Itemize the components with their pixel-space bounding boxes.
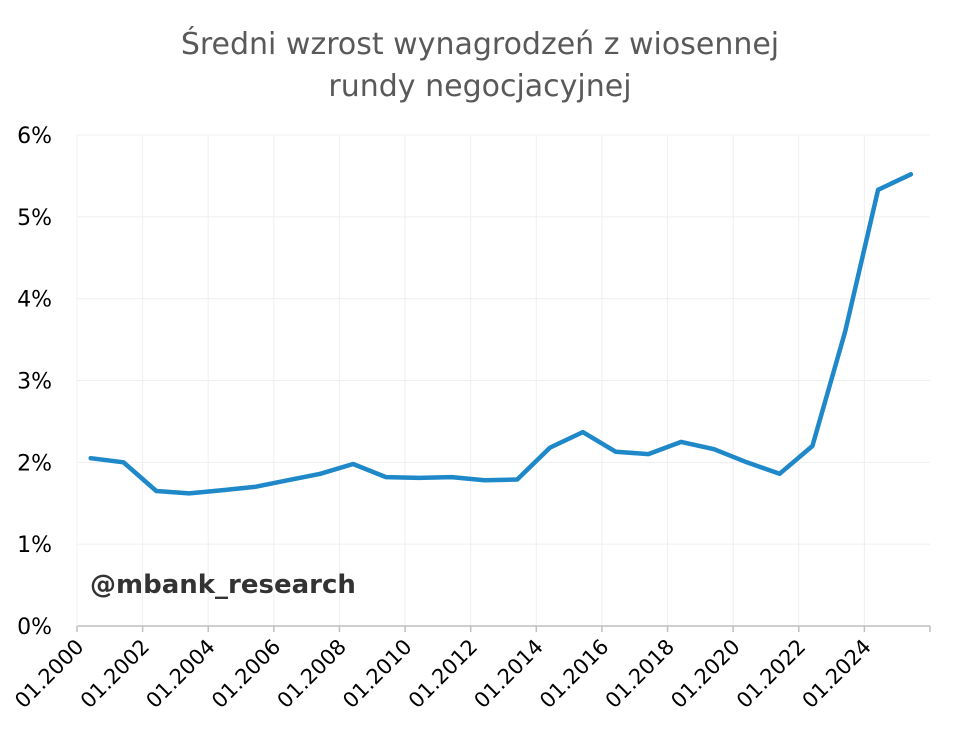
x-tick-label: 01.2018 <box>601 635 679 713</box>
x-tick-labels: 01.200001.200201.200401.200601.200801.20… <box>10 635 876 713</box>
y-tick-label: 2% <box>17 451 52 476</box>
x-tick-label: 01.2004 <box>141 635 219 713</box>
y-tick-label: 5% <box>17 206 52 231</box>
y-tick-label: 3% <box>17 370 52 395</box>
x-tick-label: 01.2014 <box>469 635 547 713</box>
x-tick-label: 01.2016 <box>535 635 613 713</box>
chart-title-line-1: Średni wzrost wynagrodzeń z wiosennej <box>181 25 779 62</box>
y-tick-label: 1% <box>17 533 52 558</box>
y-tick-label: 4% <box>17 288 52 313</box>
x-tick-label: 01.2012 <box>404 635 482 713</box>
x-tick-label: 01.2006 <box>207 635 285 713</box>
x-tick-label: 01.2020 <box>666 635 744 713</box>
watermark-handle: @mbank_research <box>90 570 356 600</box>
axes <box>76 135 931 632</box>
x-tick-label: 01.2010 <box>338 635 416 713</box>
y-tick-label: 0% <box>17 615 52 640</box>
gridlines <box>77 134 930 626</box>
x-tick-label: 01.2002 <box>76 635 154 713</box>
series-layer <box>88 172 914 496</box>
x-tick-label: 01.2008 <box>273 635 351 713</box>
x-tick-label: 01.2022 <box>732 635 810 713</box>
series-line <box>88 172 914 496</box>
chart-title-line-2: rundy negocjacyjnej <box>328 69 631 104</box>
x-tick-label: 01.2024 <box>798 635 876 713</box>
y-tick-labels: 0% 1% 2% 3% 4% 5% 6% <box>17 124 52 640</box>
x-tick-label: 01.2000 <box>10 635 88 713</box>
y-tick-label: 6% <box>17 124 52 149</box>
